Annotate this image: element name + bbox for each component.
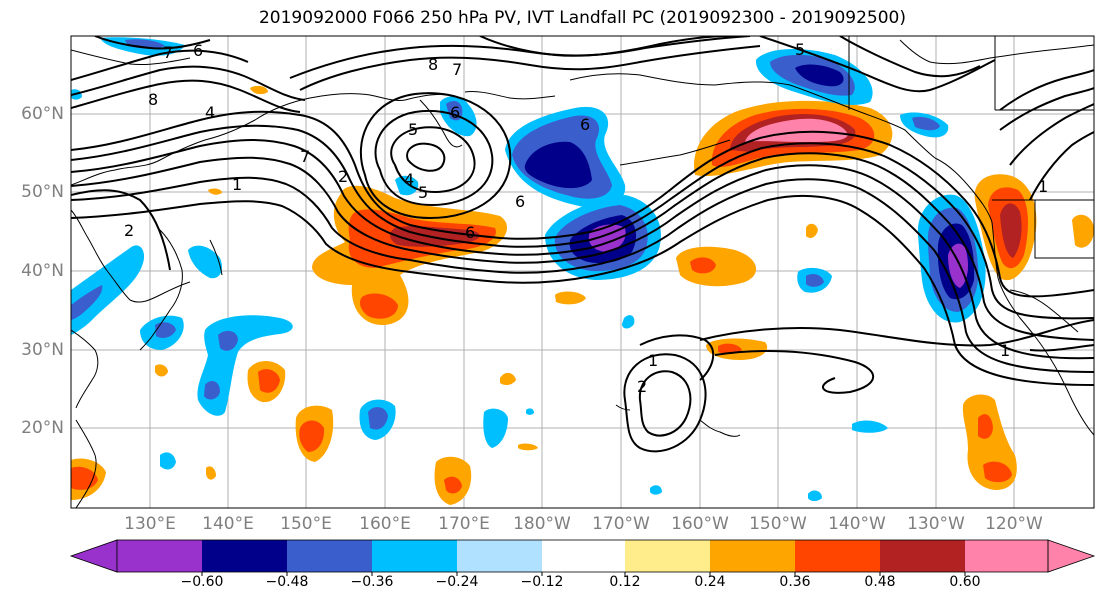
colorbar-tick-label: −0.36 [350, 574, 394, 590]
map-title: 2019092000 F066 250 hPa PV, IVT Landfall… [258, 8, 906, 28]
colorbar-segment [880, 540, 965, 572]
colorbar-segment [372, 540, 457, 572]
colorbar-tick-label: 0.60 [949, 574, 981, 590]
contour-label: 8 [428, 55, 438, 74]
contour-label: 6 [450, 103, 460, 122]
lon-label: 150°E [280, 514, 332, 534]
colorbar-extend-low [69, 539, 118, 573]
colorbar-extend-high [1047, 539, 1096, 573]
contour-label: 7 [163, 43, 173, 62]
lat-label: 30°N [21, 340, 64, 360]
colorbar-segment [457, 540, 542, 572]
contour-label: 2 [124, 221, 134, 240]
colorbar-segment [117, 540, 202, 572]
colorbar-segment [965, 540, 1048, 572]
lon-label: 120°W [985, 514, 1043, 534]
contour-label: 6 [465, 223, 475, 242]
colorbar-segment [710, 540, 795, 572]
contour-label: 4 [404, 170, 414, 189]
lat-label: 20°N [21, 418, 64, 438]
map-frame [70, 35, 1095, 509]
contour-label: 1 [1000, 341, 1010, 360]
colorbar-tick-label: −0.48 [265, 574, 309, 590]
colorbar-tick-label: −0.60 [180, 574, 224, 590]
contour-label: 6 [193, 41, 203, 60]
contour-label: 2 [338, 167, 348, 186]
pv-closed-contour-hawaii [623, 353, 707, 453]
lon-label: 140°E [202, 514, 254, 534]
colorbar-tick-label: 0.12 [609, 574, 641, 590]
contour-label: 4 [205, 103, 215, 122]
contour-label: 5 [408, 120, 418, 139]
pv-contours [71, 36, 1094, 453]
lon-label: 130°W [907, 514, 965, 534]
lon-label: 130°E [124, 514, 176, 534]
contour-label: 5 [418, 183, 428, 202]
colorbar-segment [625, 540, 710, 572]
colorbar-segment [287, 540, 372, 572]
lon-label: 170°E [438, 514, 490, 534]
contour-label: 5 [795, 40, 805, 59]
lon-label: 160°E [359, 514, 411, 534]
contour-label: 7 [452, 60, 462, 79]
colorbar-tick-label: 0.48 [864, 574, 896, 590]
colorbar-segment [202, 540, 287, 572]
lon-label: 180°W [513, 514, 571, 534]
contour-labels: 6 7 8 4 7 5 7 8 6 5 4 5 6 2 2 1 1 1 6 6 … [124, 40, 1048, 396]
contour-label: 6 [580, 115, 590, 134]
lon-label: 170°W [592, 514, 650, 534]
contour-label: 1 [1038, 177, 1048, 196]
colorbar-tick-label: 0.36 [779, 574, 811, 590]
contour-label: 7 [300, 147, 310, 166]
japan-negative-anomaly [71, 245, 145, 335]
lon-label: 140°W [828, 514, 886, 534]
contour-label: 1 [232, 175, 242, 194]
contour-label: 8 [148, 90, 158, 109]
colorbar [69, 539, 1096, 576]
map-panel: 6 7 8 4 7 5 7 8 6 5 4 5 6 2 2 1 1 1 6 6 … [71, 36, 1094, 508]
contour-label: 1 [648, 351, 658, 370]
lon-label: 150°W [749, 514, 807, 534]
colorbar-tick-label: 0.24 [694, 574, 726, 590]
colorbar-segment [542, 540, 625, 572]
colorbar-segment [795, 540, 880, 572]
contour-label: 6 [515, 192, 525, 211]
lat-label: 60°N [21, 104, 64, 124]
colorbar-tick-label: −0.24 [435, 574, 479, 590]
lat-label: 50°N [21, 182, 64, 202]
political-borders [848, 36, 1094, 259]
contour-label: 2 [637, 377, 647, 396]
pv-closed-contour-kamchatka [390, 126, 476, 194]
lat-label: 40°N [21, 261, 64, 281]
colorbar-tick-label: −0.12 [520, 574, 564, 590]
lon-label: 160°W [671, 514, 729, 534]
